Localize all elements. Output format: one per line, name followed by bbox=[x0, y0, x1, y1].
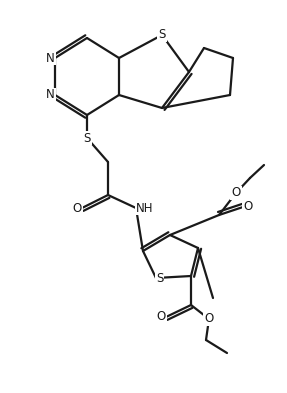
Text: O: O bbox=[157, 310, 166, 323]
Text: N: N bbox=[46, 88, 55, 101]
Text: N: N bbox=[46, 51, 55, 64]
Text: O: O bbox=[73, 202, 82, 215]
Text: O: O bbox=[204, 312, 214, 325]
Text: S: S bbox=[83, 132, 91, 145]
Text: S: S bbox=[156, 272, 163, 285]
Text: S: S bbox=[158, 29, 166, 42]
Text: O: O bbox=[231, 187, 241, 200]
Text: O: O bbox=[243, 200, 252, 213]
Text: NH: NH bbox=[136, 202, 154, 215]
